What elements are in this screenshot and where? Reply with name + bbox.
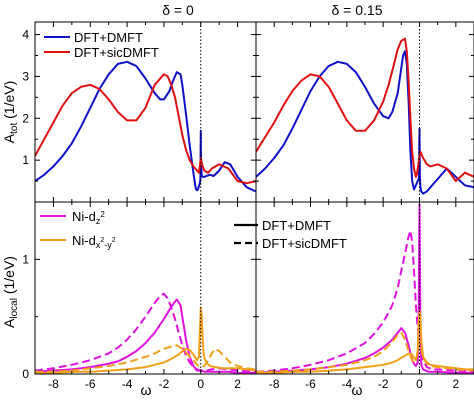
y-tick-label: 1: [22, 252, 29, 266]
legend-label-dft-sicdmft: DFT+sicDMFT: [74, 45, 159, 60]
y-tick-label: 4: [22, 28, 29, 42]
panel-title-right: δ = 0.15: [332, 2, 383, 18]
x-tick-label: 0: [197, 377, 204, 391]
legend-label-dft-dmft: DFT+DMFT: [74, 30, 143, 45]
series-line-red-solid: [256, 37, 474, 183]
plot-frame: [34, 201, 257, 375]
panel-top-right: [255, 21, 474, 203]
svg-text:Atot (1/eV): Atot (1/eV): [1, 81, 20, 143]
x-tick-label: 0: [416, 377, 423, 391]
x-tick-label: -2: [378, 377, 389, 391]
x-tick-label: -4: [122, 377, 133, 391]
x-tick-label: -6: [85, 377, 96, 391]
y-tick-label: 2: [22, 111, 29, 125]
series-line-orange-dashed: [35, 344, 256, 373]
series-line-magenta-dashed: [35, 292, 256, 373]
series-line-orange-solid: [256, 309, 474, 374]
legend-top: DFT+DMFT DFT+sicDMFT: [44, 30, 159, 60]
x-axis-label-left: ω: [141, 382, 152, 398]
x-tick-label: -6: [305, 377, 316, 391]
y-tick-label: 0: [22, 367, 29, 381]
y-axis-label-top: Atot (1/eV): [1, 81, 20, 143]
y-tick-label: 1: [22, 153, 29, 167]
legend-orbitals: Ni-dz2 Ni-dx2-y2: [40, 209, 116, 250]
legend-label-ni-dx2y2: Ni-dx2-y2: [72, 233, 116, 250]
legend-methods: DFT+DMFT DFT+sicDMFT: [234, 218, 347, 251]
series-line-blue-solid: [256, 50, 474, 195]
series-line-magenta-dashed: [256, 229, 474, 373]
y-tick-label: 3: [22, 69, 29, 83]
panel-bottom-right: -8 -6 -4 -2 0 2: [255, 201, 474, 391]
x-tick-label: -8: [48, 377, 59, 391]
x-axis-label-right: ω: [352, 382, 363, 398]
panel-title-left: δ = 0: [162, 2, 194, 18]
x-tick-label: 2: [452, 377, 459, 391]
legend-label-methods-sicdmft: DFT+sicDMFT: [262, 236, 347, 251]
series-line-magenta-solid: [35, 298, 256, 374]
series-line-red-solid: [35, 73, 256, 185]
x-tick-label: -2: [159, 377, 170, 391]
x-tick-label: -4: [341, 377, 352, 391]
x-tick-label: -8: [269, 377, 280, 391]
legend-label-methods-dmft: DFT+DMFT: [262, 218, 331, 233]
y-axis-label-bottom: Alocal (1/eV): [1, 256, 20, 328]
legend-label-ni-dz2: Ni-dz2: [72, 209, 105, 226]
series-line-orange-dashed: [256, 331, 474, 373]
series-line-blue-solid: [35, 60, 256, 193]
x-tick-label: 2: [234, 377, 241, 391]
panel-bottom-left: -8 -6 -4 -2 0 2 0 1: [22, 201, 257, 391]
svg-text:Alocal (1/eV): Alocal (1/eV): [1, 256, 20, 328]
